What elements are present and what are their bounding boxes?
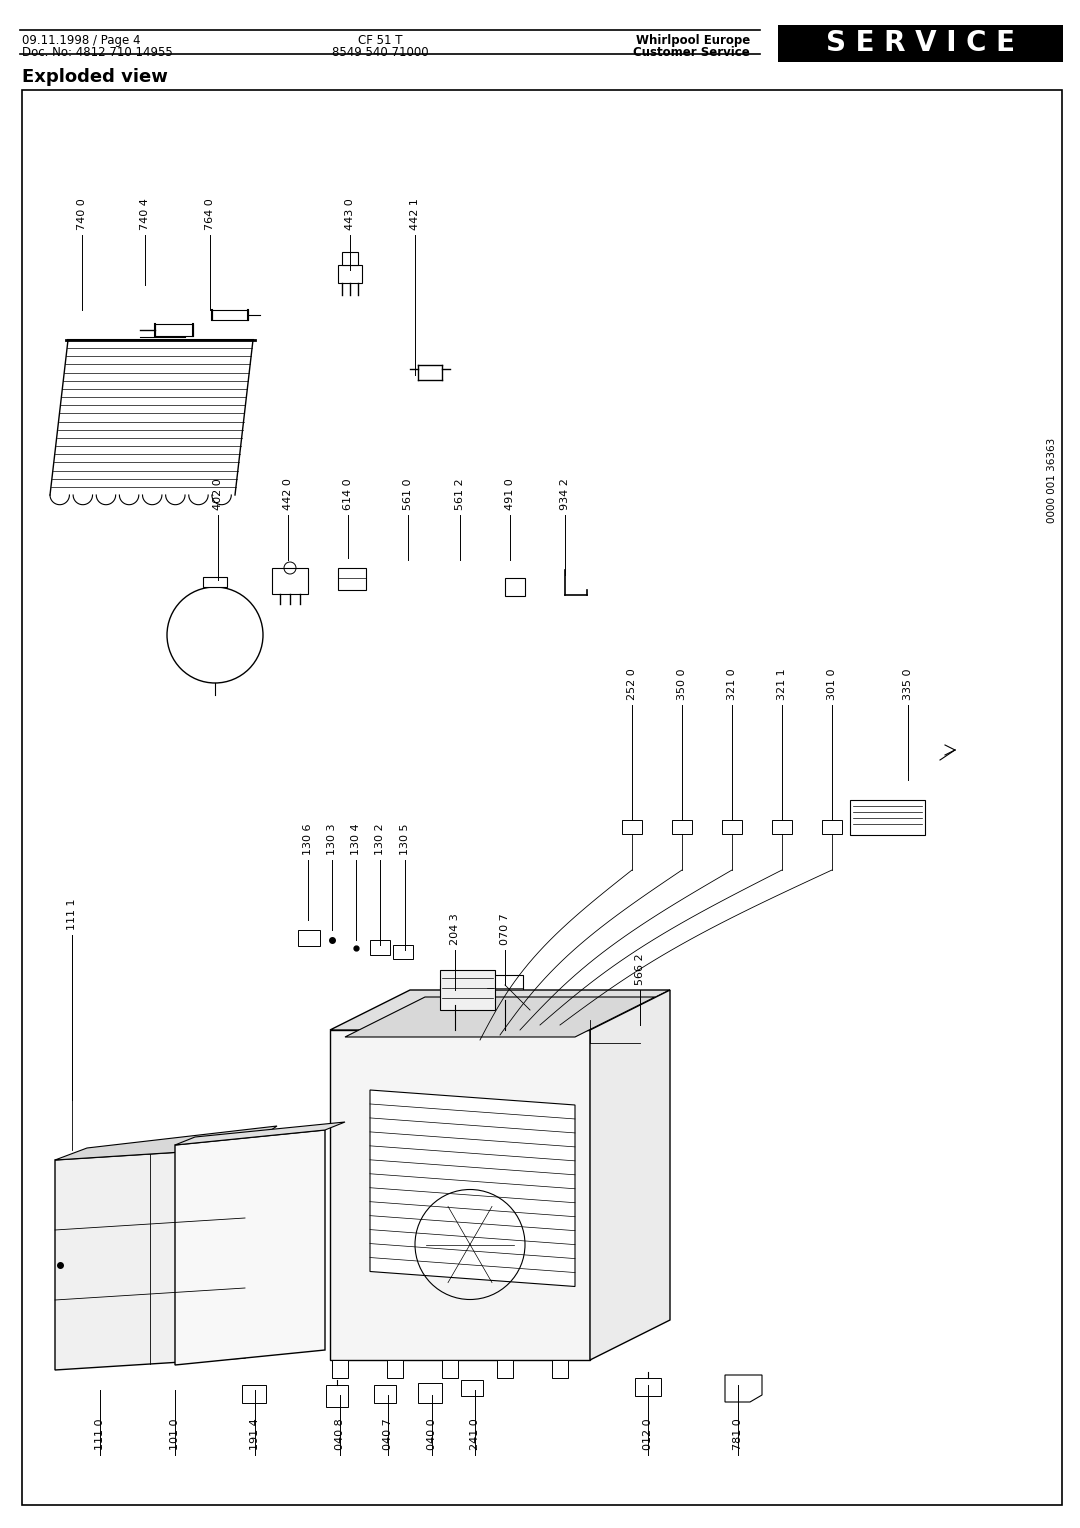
Bar	[374, 1384, 396, 1403]
Bar	[778, 24, 1063, 63]
Polygon shape	[175, 1122, 345, 1144]
Bar	[440, 970, 495, 1010]
Text: 09.11.1998 / Page 4: 09.11.1998 / Page 4	[22, 34, 140, 47]
Bar	[505, 578, 525, 596]
Text: 111 0: 111 0	[95, 1418, 105, 1450]
Text: 614 0: 614 0	[343, 478, 353, 510]
Text: 8549 540 71000: 8549 540 71000	[332, 46, 429, 60]
Text: 561 2: 561 2	[455, 478, 465, 510]
Bar	[338, 568, 366, 590]
Bar	[298, 931, 320, 946]
Text: 040 7: 040 7	[383, 1418, 393, 1450]
Text: 130 6: 130 6	[303, 824, 313, 856]
Polygon shape	[590, 990, 670, 1360]
Text: 443 0: 443 0	[345, 199, 355, 231]
Text: 491 0: 491 0	[505, 478, 515, 510]
Bar	[203, 578, 227, 587]
Bar	[212, 310, 248, 319]
Text: 350 0: 350 0	[677, 669, 687, 700]
Text: 321 0: 321 0	[727, 668, 737, 700]
Text: 111 1: 111 1	[67, 898, 77, 931]
Bar	[772, 821, 792, 834]
Text: 402 0: 402 0	[213, 478, 222, 510]
Text: 301 0: 301 0	[827, 669, 837, 700]
Text: 740 4: 740 4	[140, 199, 150, 231]
Text: 012 0: 012 0	[643, 1418, 653, 1450]
Text: 130 2: 130 2	[375, 824, 384, 856]
Text: 130 3: 130 3	[327, 824, 337, 856]
Polygon shape	[345, 996, 654, 1038]
Text: 040 0: 040 0	[427, 1418, 437, 1450]
Bar	[393, 944, 413, 960]
Text: 561 0: 561 0	[403, 478, 413, 510]
Bar	[442, 1360, 458, 1378]
Text: CF 51 T: CF 51 T	[357, 34, 402, 47]
Text: 191 4: 191 4	[249, 1418, 260, 1450]
Text: Whirlpool Europe: Whirlpool Europe	[636, 34, 750, 47]
Bar	[497, 1360, 513, 1378]
Text: 204 3: 204 3	[450, 914, 460, 944]
Bar	[487, 975, 523, 999]
Bar	[552, 1360, 568, 1378]
Text: 040 8: 040 8	[335, 1418, 345, 1450]
Polygon shape	[330, 1030, 590, 1360]
Bar	[326, 1384, 348, 1407]
Bar	[622, 1025, 647, 1044]
Polygon shape	[370, 1089, 575, 1287]
Polygon shape	[55, 1126, 276, 1160]
Polygon shape	[55, 1148, 245, 1371]
Text: 566 2: 566 2	[635, 953, 645, 986]
Text: 740 0: 740 0	[77, 199, 87, 231]
Text: 781 0: 781 0	[733, 1418, 743, 1450]
Bar	[156, 324, 193, 336]
Bar	[822, 821, 842, 834]
Text: 934 2: 934 2	[561, 478, 570, 510]
Bar	[342, 252, 357, 264]
Text: 442 1: 442 1	[410, 199, 420, 231]
Bar	[635, 1378, 661, 1397]
Bar	[622, 821, 642, 834]
Bar	[723, 821, 742, 834]
Text: 764 0: 764 0	[205, 199, 215, 231]
Bar	[272, 568, 308, 594]
Text: 321 1: 321 1	[777, 668, 787, 700]
Text: Exploded view: Exploded view	[22, 69, 167, 86]
Polygon shape	[330, 990, 670, 1030]
Bar	[338, 264, 362, 283]
Bar	[332, 1360, 348, 1378]
Bar	[461, 1380, 483, 1397]
Bar	[242, 1384, 266, 1403]
Text: 101 0: 101 0	[170, 1418, 180, 1450]
Text: 070 7: 070 7	[500, 914, 510, 944]
Bar	[418, 1383, 442, 1403]
Text: 252 0: 252 0	[627, 668, 637, 700]
Bar	[440, 986, 470, 1005]
Bar	[387, 1360, 403, 1378]
Text: Doc. No: 4812 710 14955: Doc. No: 4812 710 14955	[22, 46, 173, 60]
Bar	[370, 940, 390, 955]
Text: 130 5: 130 5	[400, 824, 410, 856]
Text: 335 0: 335 0	[903, 669, 913, 700]
Text: Customer Service: Customer Service	[633, 46, 750, 60]
Text: 442 0: 442 0	[283, 478, 293, 510]
Bar	[850, 801, 924, 834]
Text: 0000 001 36363: 0000 001 36363	[1047, 437, 1057, 523]
Text: S E R V I C E: S E R V I C E	[825, 29, 1014, 57]
Text: 130 4: 130 4	[351, 824, 361, 856]
Bar	[672, 821, 692, 834]
Text: 241 0: 241 0	[470, 1418, 480, 1450]
Polygon shape	[175, 1131, 325, 1365]
